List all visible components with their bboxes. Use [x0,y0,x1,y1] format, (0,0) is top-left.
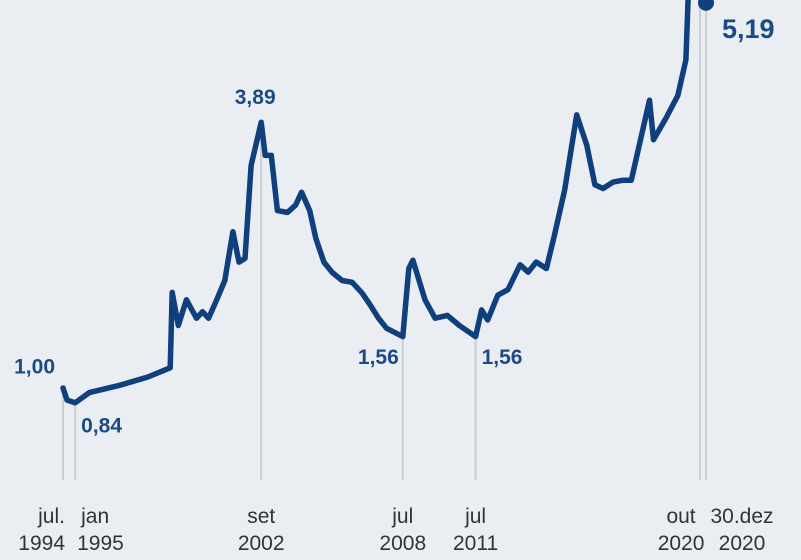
annotation: 5,19 [722,14,775,44]
x-tick-label: 2020 [658,532,705,555]
x-tick-label: set [247,505,275,528]
x-tick-label: 1994 [18,532,65,555]
annotation: 1,56 [358,346,399,369]
x-tick-label: out [666,505,695,528]
end-dot [698,0,714,11]
x-tick-label: 2020 [719,532,766,555]
x-tick-label: jul [391,505,413,528]
x-tick-label: 2008 [379,532,426,555]
annotation: 3,89 [235,86,276,109]
annotation: 0,84 [81,414,122,437]
x-tick-label: 1995 [77,532,124,555]
annotation: 1,56 [482,346,523,369]
x-tick-label: jan [80,505,109,528]
x-tick-label: 30.dez [710,505,773,528]
plot-area [60,0,709,406]
x-tick-label: jul. [37,505,65,528]
annotation: 1,00 [14,356,55,379]
x-tick-label: 2011 [453,532,498,555]
x-tick-label: jul [464,505,486,528]
x-tick-label: 2002 [238,532,285,555]
series-line [60,0,709,406]
